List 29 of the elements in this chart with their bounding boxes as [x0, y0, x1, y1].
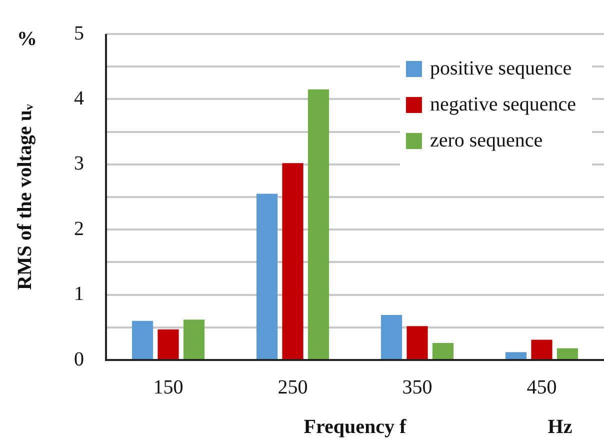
legend-label: zero sequence	[430, 129, 543, 152]
y-tick-label: 2	[74, 218, 84, 240]
bar	[132, 320, 154, 359]
bar	[531, 340, 552, 359]
y-tick-label: 5	[74, 22, 84, 44]
y-tick-label: 3	[74, 152, 84, 175]
text: Hz	[548, 416, 572, 438]
legend-label: negative sequence	[430, 93, 576, 116]
x-tick-label: 250	[278, 376, 308, 398]
x-tick-label: 450	[526, 376, 557, 398]
bar	[282, 163, 304, 359]
bar	[380, 315, 402, 359]
text: %	[17, 28, 37, 50]
legend-label: positive sequence	[430, 57, 572, 80]
bar	[556, 348, 578, 359]
x-axis-title: Frequency f	[304, 416, 407, 438]
y-tick-label: 1	[74, 283, 84, 306]
bar	[406, 326, 428, 359]
y-axis-title: RMS of the voltage uᵥ	[14, 104, 36, 290]
bar	[183, 320, 205, 359]
bar	[308, 89, 330, 359]
bar	[256, 194, 278, 359]
bar	[505, 352, 527, 359]
bar	[158, 329, 179, 359]
y-tick-label: 0	[74, 348, 84, 370]
x-tick-label: 350	[402, 376, 432, 398]
y-tick-label: 4	[74, 87, 84, 110]
x-tick-label: 150	[153, 376, 184, 398]
bar	[432, 343, 454, 359]
